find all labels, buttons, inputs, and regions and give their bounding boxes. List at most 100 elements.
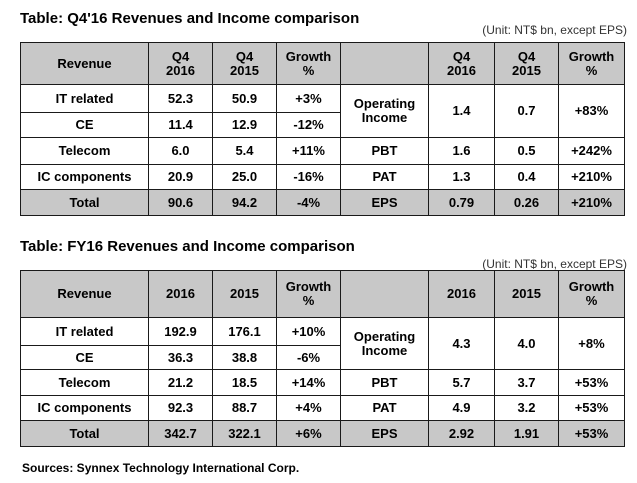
value-cell: 342.7 bbox=[148, 420, 213, 447]
growth-cell: -12% bbox=[276, 112, 341, 138]
col-header: Q4 2016 bbox=[148, 42, 213, 85]
total-label: Total bbox=[20, 189, 149, 216]
unit-note-q4: (Unit: NT$ bn, except EPS) bbox=[482, 23, 627, 37]
growth-cell: +210% bbox=[558, 164, 625, 190]
value-cell: 1.3 bbox=[428, 164, 495, 190]
growth-cell: +14% bbox=[276, 369, 341, 396]
growth-header: Growth% bbox=[276, 42, 341, 85]
value-cell: 36.3 bbox=[148, 345, 213, 370]
col-header: 2015 bbox=[494, 270, 559, 318]
revenue-header: Revenue bbox=[20, 42, 149, 85]
table-row: IT related 52.3 50.9 +3% Operating Income… bbox=[20, 84, 625, 138]
income-label-header bbox=[340, 42, 429, 85]
growth-cell: -6% bbox=[276, 345, 341, 370]
value-cell: 92.3 bbox=[148, 395, 213, 421]
value-cell: 3.2 bbox=[494, 395, 559, 421]
value-cell: 3.7 bbox=[494, 369, 559, 396]
total-row: Total 342.7 322.1 +6% EPS 2.92 1.91 +53% bbox=[20, 420, 625, 447]
value-cell: 25.0 bbox=[212, 164, 277, 190]
income-label-header bbox=[340, 270, 429, 318]
growth-cell: +242% bbox=[558, 137, 625, 165]
income-label: Operating Income bbox=[340, 84, 429, 138]
value-cell: 1.6 bbox=[428, 137, 495, 165]
income-label: PAT bbox=[340, 164, 429, 190]
income-label: PBT bbox=[340, 137, 429, 165]
table-row: IC components 92.3 88.7 +4% PAT 4.9 3.2 … bbox=[20, 395, 625, 421]
value-cell: 322.1 bbox=[212, 420, 277, 447]
value-cell: 0.26 bbox=[494, 189, 559, 216]
revenue-label: IT related bbox=[20, 317, 149, 346]
revenue-label: CE bbox=[20, 112, 149, 138]
value-cell: 0.4 bbox=[494, 164, 559, 190]
table-row: CE 36.3 38.8 -6% bbox=[20, 345, 625, 370]
growth-cell: +3% bbox=[276, 84, 341, 113]
growth-header: Growth% bbox=[558, 270, 625, 318]
growth-cell: +83% bbox=[558, 84, 625, 138]
value-cell: 90.6 bbox=[148, 189, 213, 216]
value-cell: 6.0 bbox=[148, 137, 213, 165]
revenue-label: Telecom bbox=[20, 369, 149, 396]
growth-cell: +53% bbox=[558, 395, 625, 421]
q4-comparison-table: Revenue Q4 2016 Q4 2015 Growth% Q4 2016 Q4 2… bbox=[20, 42, 625, 216]
col-header: 2015 bbox=[212, 270, 277, 318]
value-cell: 52.3 bbox=[148, 84, 213, 113]
growth-cell: +10% bbox=[276, 317, 341, 346]
value-cell: 4.9 bbox=[428, 395, 495, 421]
total-label: Total bbox=[20, 420, 149, 447]
value-cell: 94.2 bbox=[212, 189, 277, 216]
value-cell: 2.92 bbox=[428, 420, 495, 447]
table-row: IC components 20.9 25.0 -16% PAT 1.3 0.4… bbox=[20, 164, 625, 190]
value-cell: 20.9 bbox=[148, 164, 213, 190]
col-header: Q4 2016 bbox=[428, 42, 495, 85]
growth-cell: +11% bbox=[276, 137, 341, 165]
table-title-q4: Table: Q4'16 Revenues and Income compari… bbox=[20, 10, 360, 27]
value-cell: 21.2 bbox=[148, 369, 213, 396]
table-title-fy: Table: FY16 Revenues and Income comparis… bbox=[20, 238, 355, 255]
header-row: Revenue 2016 2015 Growth% 2016 2015 Grow… bbox=[20, 270, 625, 318]
value-cell: 192.9 bbox=[148, 317, 213, 346]
growth-cell: +6% bbox=[276, 420, 341, 447]
income-label: PBT bbox=[340, 369, 429, 396]
col-header: 2016 bbox=[428, 270, 495, 318]
value-cell: 50.9 bbox=[212, 84, 277, 113]
growth-header: Growth% bbox=[276, 270, 341, 318]
growth-cell: +210% bbox=[558, 189, 625, 216]
eps-label: EPS bbox=[340, 189, 429, 216]
income-label: PAT bbox=[340, 395, 429, 421]
table-row: Telecom 21.2 18.5 +14% PBT 5.7 3.7 +53% bbox=[20, 369, 625, 396]
value-cell: 0.5 bbox=[494, 137, 559, 165]
header-row: Revenue Q4 2016 Q4 2015 Growth% Q4 2016 Q4 2… bbox=[20, 42, 625, 85]
revenue-header: Revenue bbox=[20, 270, 149, 318]
revenue-label: IC components bbox=[20, 395, 149, 421]
value-cell: 5.4 bbox=[212, 137, 277, 165]
table-row: Telecom 6.0 5.4 +11% PBT 1.6 0.5 +242% bbox=[20, 137, 625, 165]
fy-comparison-table: Revenue 2016 2015 Growth% 2016 2015 Grow… bbox=[20, 270, 625, 447]
growth-cell: -4% bbox=[276, 189, 341, 216]
table-row: IT related 192.9 176.1 +10% Operating Inc… bbox=[20, 317, 625, 370]
value-cell: 176.1 bbox=[212, 317, 277, 346]
growth-cell: +8% bbox=[558, 317, 625, 370]
value-cell: 1.4 bbox=[428, 84, 495, 138]
income-label: Operating Income bbox=[340, 317, 429, 370]
growth-cell: +4% bbox=[276, 395, 341, 421]
col-header: Q4 2015 bbox=[494, 42, 559, 85]
revenue-label: IC components bbox=[20, 164, 149, 190]
growth-cell: +53% bbox=[558, 420, 625, 447]
value-cell: 88.7 bbox=[212, 395, 277, 421]
growth-header: Growth% bbox=[558, 42, 625, 85]
source-note: Sources: Synnex Technology International… bbox=[22, 461, 300, 475]
growth-cell: +53% bbox=[558, 369, 625, 396]
value-cell: 5.7 bbox=[428, 369, 495, 396]
revenue-label: IT related bbox=[20, 84, 149, 113]
value-cell: 18.5 bbox=[212, 369, 277, 396]
revenue-label: CE bbox=[20, 345, 149, 370]
value-cell: 4.0 bbox=[494, 317, 559, 370]
value-cell: 11.4 bbox=[148, 112, 213, 138]
value-cell: 4.3 bbox=[428, 317, 495, 370]
value-cell: 0.79 bbox=[428, 189, 495, 216]
value-cell: 1.91 bbox=[494, 420, 559, 447]
growth-cell: -16% bbox=[276, 164, 341, 190]
table-row: CE 11.4 12.9 -12% bbox=[20, 112, 625, 138]
value-cell: 0.7 bbox=[494, 84, 559, 138]
value-cell: 38.8 bbox=[212, 345, 277, 370]
